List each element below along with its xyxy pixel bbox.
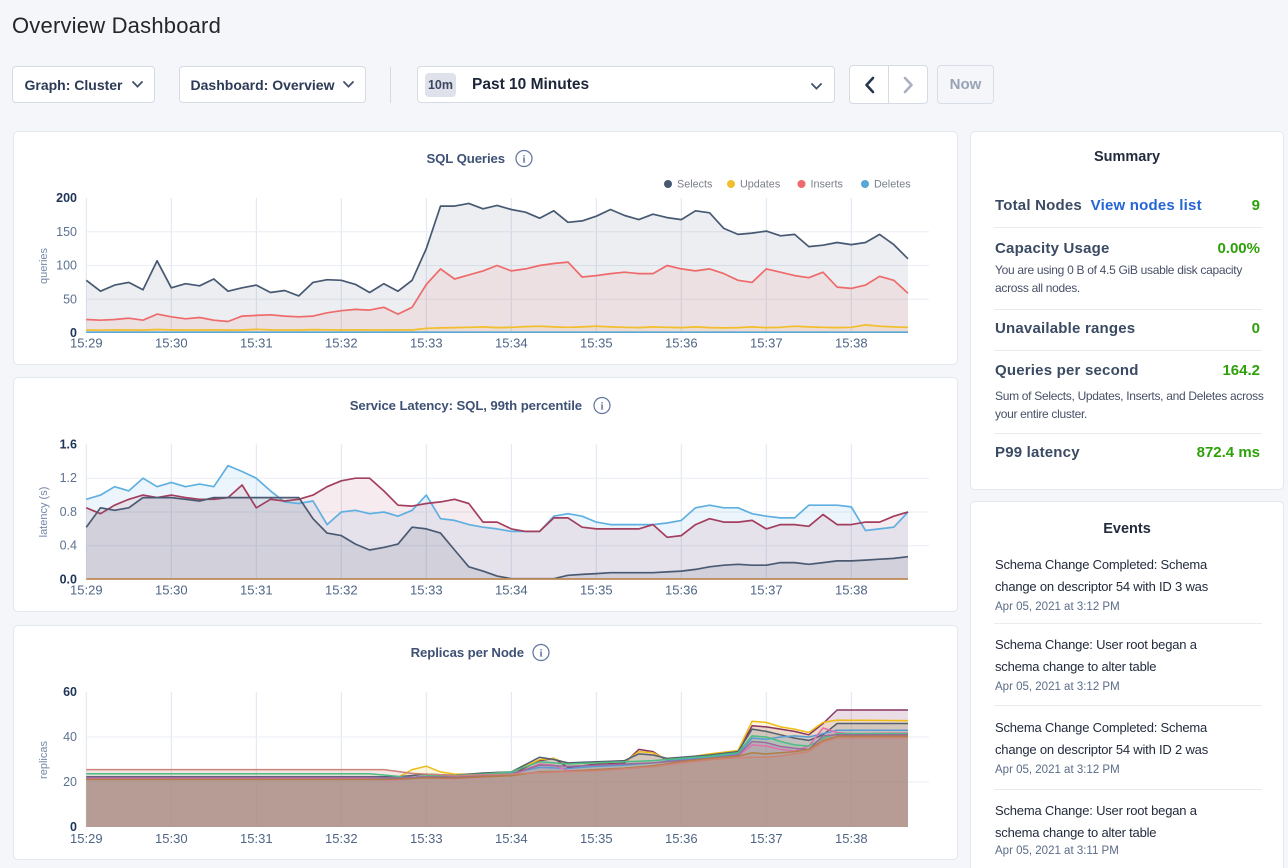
svg-text:15:29: 15:29 bbox=[70, 831, 103, 846]
svg-text:15:32: 15:32 bbox=[325, 336, 358, 351]
svg-text:15:33: 15:33 bbox=[410, 583, 443, 598]
svg-text:15:38: 15:38 bbox=[835, 583, 868, 598]
svg-text:SQL Queries: SQL Queries bbox=[426, 151, 505, 166]
svg-text:queries: queries bbox=[38, 247, 50, 284]
svg-text:15:30: 15:30 bbox=[155, 336, 188, 351]
svg-text:15:36: 15:36 bbox=[665, 336, 698, 351]
svg-text:15:29: 15:29 bbox=[70, 583, 103, 598]
svg-text:15:33: 15:33 bbox=[410, 831, 443, 846]
svg-text:60: 60 bbox=[63, 685, 77, 699]
svg-text:15:37: 15:37 bbox=[750, 831, 783, 846]
svg-text:15:31: 15:31 bbox=[240, 831, 273, 846]
svg-text:0: 0 bbox=[70, 326, 77, 340]
svg-text:Inserts: Inserts bbox=[811, 179, 844, 191]
svg-text:40: 40 bbox=[63, 730, 77, 744]
svg-text:15:34: 15:34 bbox=[495, 583, 528, 598]
svg-text:1.2: 1.2 bbox=[60, 471, 77, 485]
svg-text:15:34: 15:34 bbox=[495, 831, 528, 846]
svg-text:i: i bbox=[522, 153, 525, 165]
svg-text:i: i bbox=[539, 647, 542, 659]
svg-text:100: 100 bbox=[56, 259, 77, 273]
svg-text:200: 200 bbox=[56, 191, 77, 205]
svg-text:0.4: 0.4 bbox=[60, 539, 77, 553]
svg-text:latency (s): latency (s) bbox=[38, 487, 50, 538]
svg-text:15:30: 15:30 bbox=[155, 583, 188, 598]
svg-text:15:36: 15:36 bbox=[665, 583, 698, 598]
svg-text:15:37: 15:37 bbox=[750, 583, 783, 598]
svg-text:15:38: 15:38 bbox=[835, 336, 868, 351]
svg-text:0.0: 0.0 bbox=[60, 573, 77, 587]
svg-text:15:35: 15:35 bbox=[580, 831, 613, 846]
svg-text:Service Latency: SQL, 99th per: Service Latency: SQL, 99th percentile bbox=[350, 398, 582, 413]
svg-text:15:34: 15:34 bbox=[495, 336, 528, 351]
svg-text:15:33: 15:33 bbox=[410, 336, 443, 351]
svg-text:15:38: 15:38 bbox=[835, 831, 868, 846]
svg-text:15:32: 15:32 bbox=[325, 583, 358, 598]
svg-text:15:31: 15:31 bbox=[240, 583, 273, 598]
svg-text:15:32: 15:32 bbox=[325, 831, 358, 846]
svg-text:Selects: Selects bbox=[677, 179, 713, 191]
svg-text:15:36: 15:36 bbox=[665, 831, 698, 846]
svg-text:15:31: 15:31 bbox=[240, 336, 273, 351]
svg-text:15:37: 15:37 bbox=[750, 336, 783, 351]
svg-text:1.6: 1.6 bbox=[60, 437, 77, 451]
svg-text:Updates: Updates bbox=[740, 179, 781, 191]
svg-text:15:35: 15:35 bbox=[580, 583, 613, 598]
svg-text:20: 20 bbox=[63, 775, 77, 789]
svg-text:replicas: replicas bbox=[38, 741, 50, 779]
svg-text:Deletes: Deletes bbox=[874, 179, 911, 191]
svg-text:0: 0 bbox=[70, 820, 77, 834]
svg-text:15:35: 15:35 bbox=[580, 336, 613, 351]
svg-text:15:30: 15:30 bbox=[155, 831, 188, 846]
svg-text:0.8: 0.8 bbox=[60, 505, 77, 519]
svg-text:i: i bbox=[600, 400, 603, 412]
svg-text:150: 150 bbox=[56, 225, 77, 239]
svg-text:50: 50 bbox=[63, 292, 77, 306]
svg-text:Replicas per Node: Replicas per Node bbox=[411, 645, 524, 660]
svg-text:15:29: 15:29 bbox=[70, 336, 103, 351]
